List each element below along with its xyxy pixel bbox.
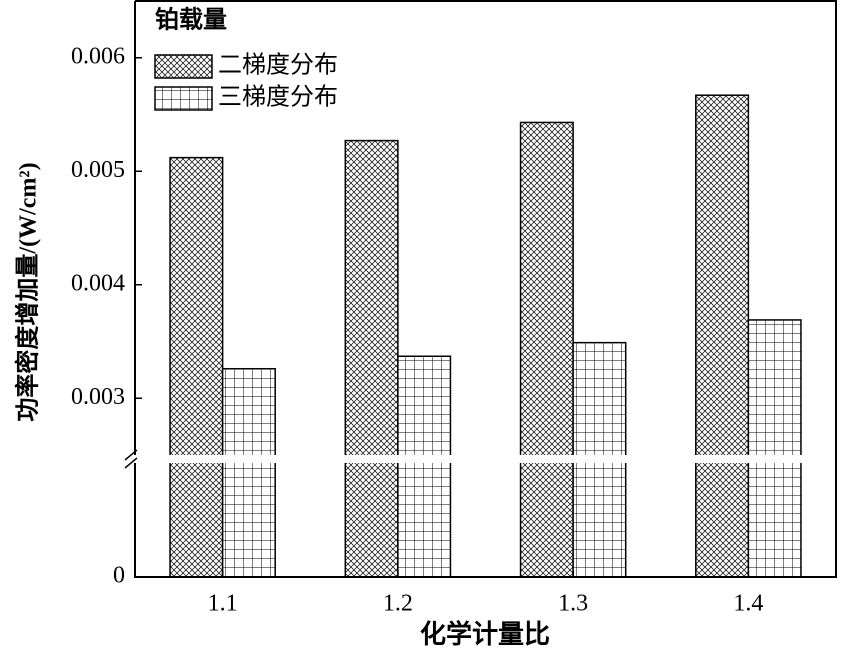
x-tick-label: 1.4 [733,591,763,617]
y-tick-label: 0.004 [71,270,125,296]
x-tick-label: 1.1 [208,591,238,617]
y-tick-label: 0 [113,563,125,589]
y-tick-label: 0.005 [71,157,125,183]
x-tick-label: 1.3 [558,591,588,617]
bar [344,139,399,578]
bar [519,121,574,578]
axis-break-gap [123,455,838,463]
x-tick-label: 1.2 [383,591,413,617]
plot-frame [134,0,837,578]
x-axis-title: 化学计量比 [420,619,550,649]
bar [747,319,802,578]
legend-label: 三梯度分布 [218,84,338,111]
y-tick-label: 0.006 [71,43,125,69]
bar [221,367,276,578]
y-axis-title: 功率密度增加量/(W/cm²) [14,162,42,421]
legend-title: 铂载量 [155,7,227,34]
legend-swatch [154,54,213,79]
legend-swatch [154,86,213,111]
bar [397,355,452,578]
y-tick-label: 0.003 [71,384,125,410]
axis-break-mark [124,449,138,469]
legend-label: 二梯度分布 [218,52,338,79]
bar [695,94,750,578]
bar [169,156,224,578]
